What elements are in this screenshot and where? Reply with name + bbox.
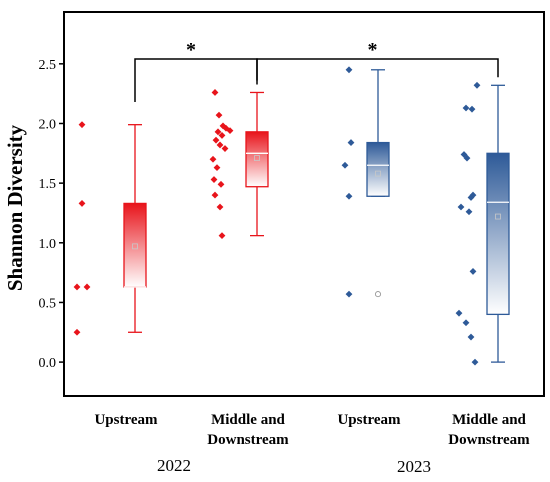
data-point xyxy=(215,111,223,119)
x-category-label: Upstream xyxy=(94,412,158,428)
data-point xyxy=(469,268,477,275)
data-point xyxy=(345,290,353,298)
y-axis-ticks: 0.0 0.5 1.0 1.5 2.0 2.5 xyxy=(39,58,64,371)
data-point xyxy=(463,154,471,162)
significance-star: * xyxy=(186,39,196,61)
box-iqr xyxy=(123,202,147,288)
data-point xyxy=(214,128,222,136)
x-category-label: Downstream xyxy=(448,432,530,448)
data-point xyxy=(465,208,473,216)
mean-marker xyxy=(375,170,381,177)
data-point xyxy=(210,176,218,183)
data-point xyxy=(213,164,221,172)
x-category-label: Downstream xyxy=(207,432,289,448)
data-point xyxy=(462,319,470,327)
data-point xyxy=(211,89,219,96)
data-point xyxy=(471,358,479,366)
box-iqr xyxy=(245,131,269,188)
data-point xyxy=(467,194,475,201)
y-tick-label: 0.0 xyxy=(39,356,57,371)
data-point xyxy=(347,139,355,146)
x-category-label: Middle and xyxy=(211,412,285,428)
data-point xyxy=(83,283,91,291)
box-plots xyxy=(123,69,510,363)
significance-bracket xyxy=(134,58,258,103)
data-point xyxy=(460,151,468,158)
significance-star: * xyxy=(368,39,378,61)
significance-brackets: * * xyxy=(134,39,499,103)
data-point xyxy=(341,161,349,169)
data-points xyxy=(73,66,481,366)
data-point xyxy=(462,104,470,112)
box-iqr xyxy=(366,141,390,197)
data-point xyxy=(73,328,81,336)
year-label: 2023 xyxy=(397,457,431,476)
data-point xyxy=(209,155,217,163)
plot-frame xyxy=(63,11,545,397)
data-point xyxy=(455,309,463,317)
data-point xyxy=(216,203,224,211)
data-point xyxy=(345,192,353,200)
data-point xyxy=(219,122,227,130)
year-label: 2022 xyxy=(157,456,191,475)
data-point xyxy=(468,105,476,113)
x-category-label: Upstream xyxy=(337,412,401,428)
y-tick-label: 1.0 xyxy=(39,237,57,252)
y-tick-label: 2.0 xyxy=(39,117,57,132)
data-point xyxy=(211,191,219,199)
data-point xyxy=(457,203,465,211)
mean-marker xyxy=(254,155,260,161)
mean-marker xyxy=(495,213,501,220)
y-tick-label: 0.5 xyxy=(39,296,57,311)
outlier-marker xyxy=(374,291,382,298)
data-point xyxy=(73,283,81,291)
significance-bracket xyxy=(256,58,499,85)
y-axis-title: Shannon Diversity xyxy=(3,124,27,291)
data-point xyxy=(469,191,477,199)
data-point xyxy=(216,141,224,149)
data-point xyxy=(221,145,229,152)
mean-marker xyxy=(132,243,138,250)
y-tick-label: 2.5 xyxy=(39,58,57,73)
data-point xyxy=(345,66,353,74)
data-point xyxy=(473,81,481,89)
data-point xyxy=(212,136,220,144)
data-point xyxy=(217,180,225,188)
data-point xyxy=(78,121,86,129)
data-point xyxy=(218,232,226,240)
y-tick-label: 1.5 xyxy=(39,177,57,192)
data-point xyxy=(226,127,234,135)
x-category-label: Middle and xyxy=(452,412,526,428)
box-iqr xyxy=(486,152,510,316)
data-point xyxy=(218,132,226,139)
data-point xyxy=(78,200,86,207)
x-axis-labels: Upstream Middle and Downstream Upstream Midd… xyxy=(94,412,530,476)
data-point xyxy=(467,333,475,341)
